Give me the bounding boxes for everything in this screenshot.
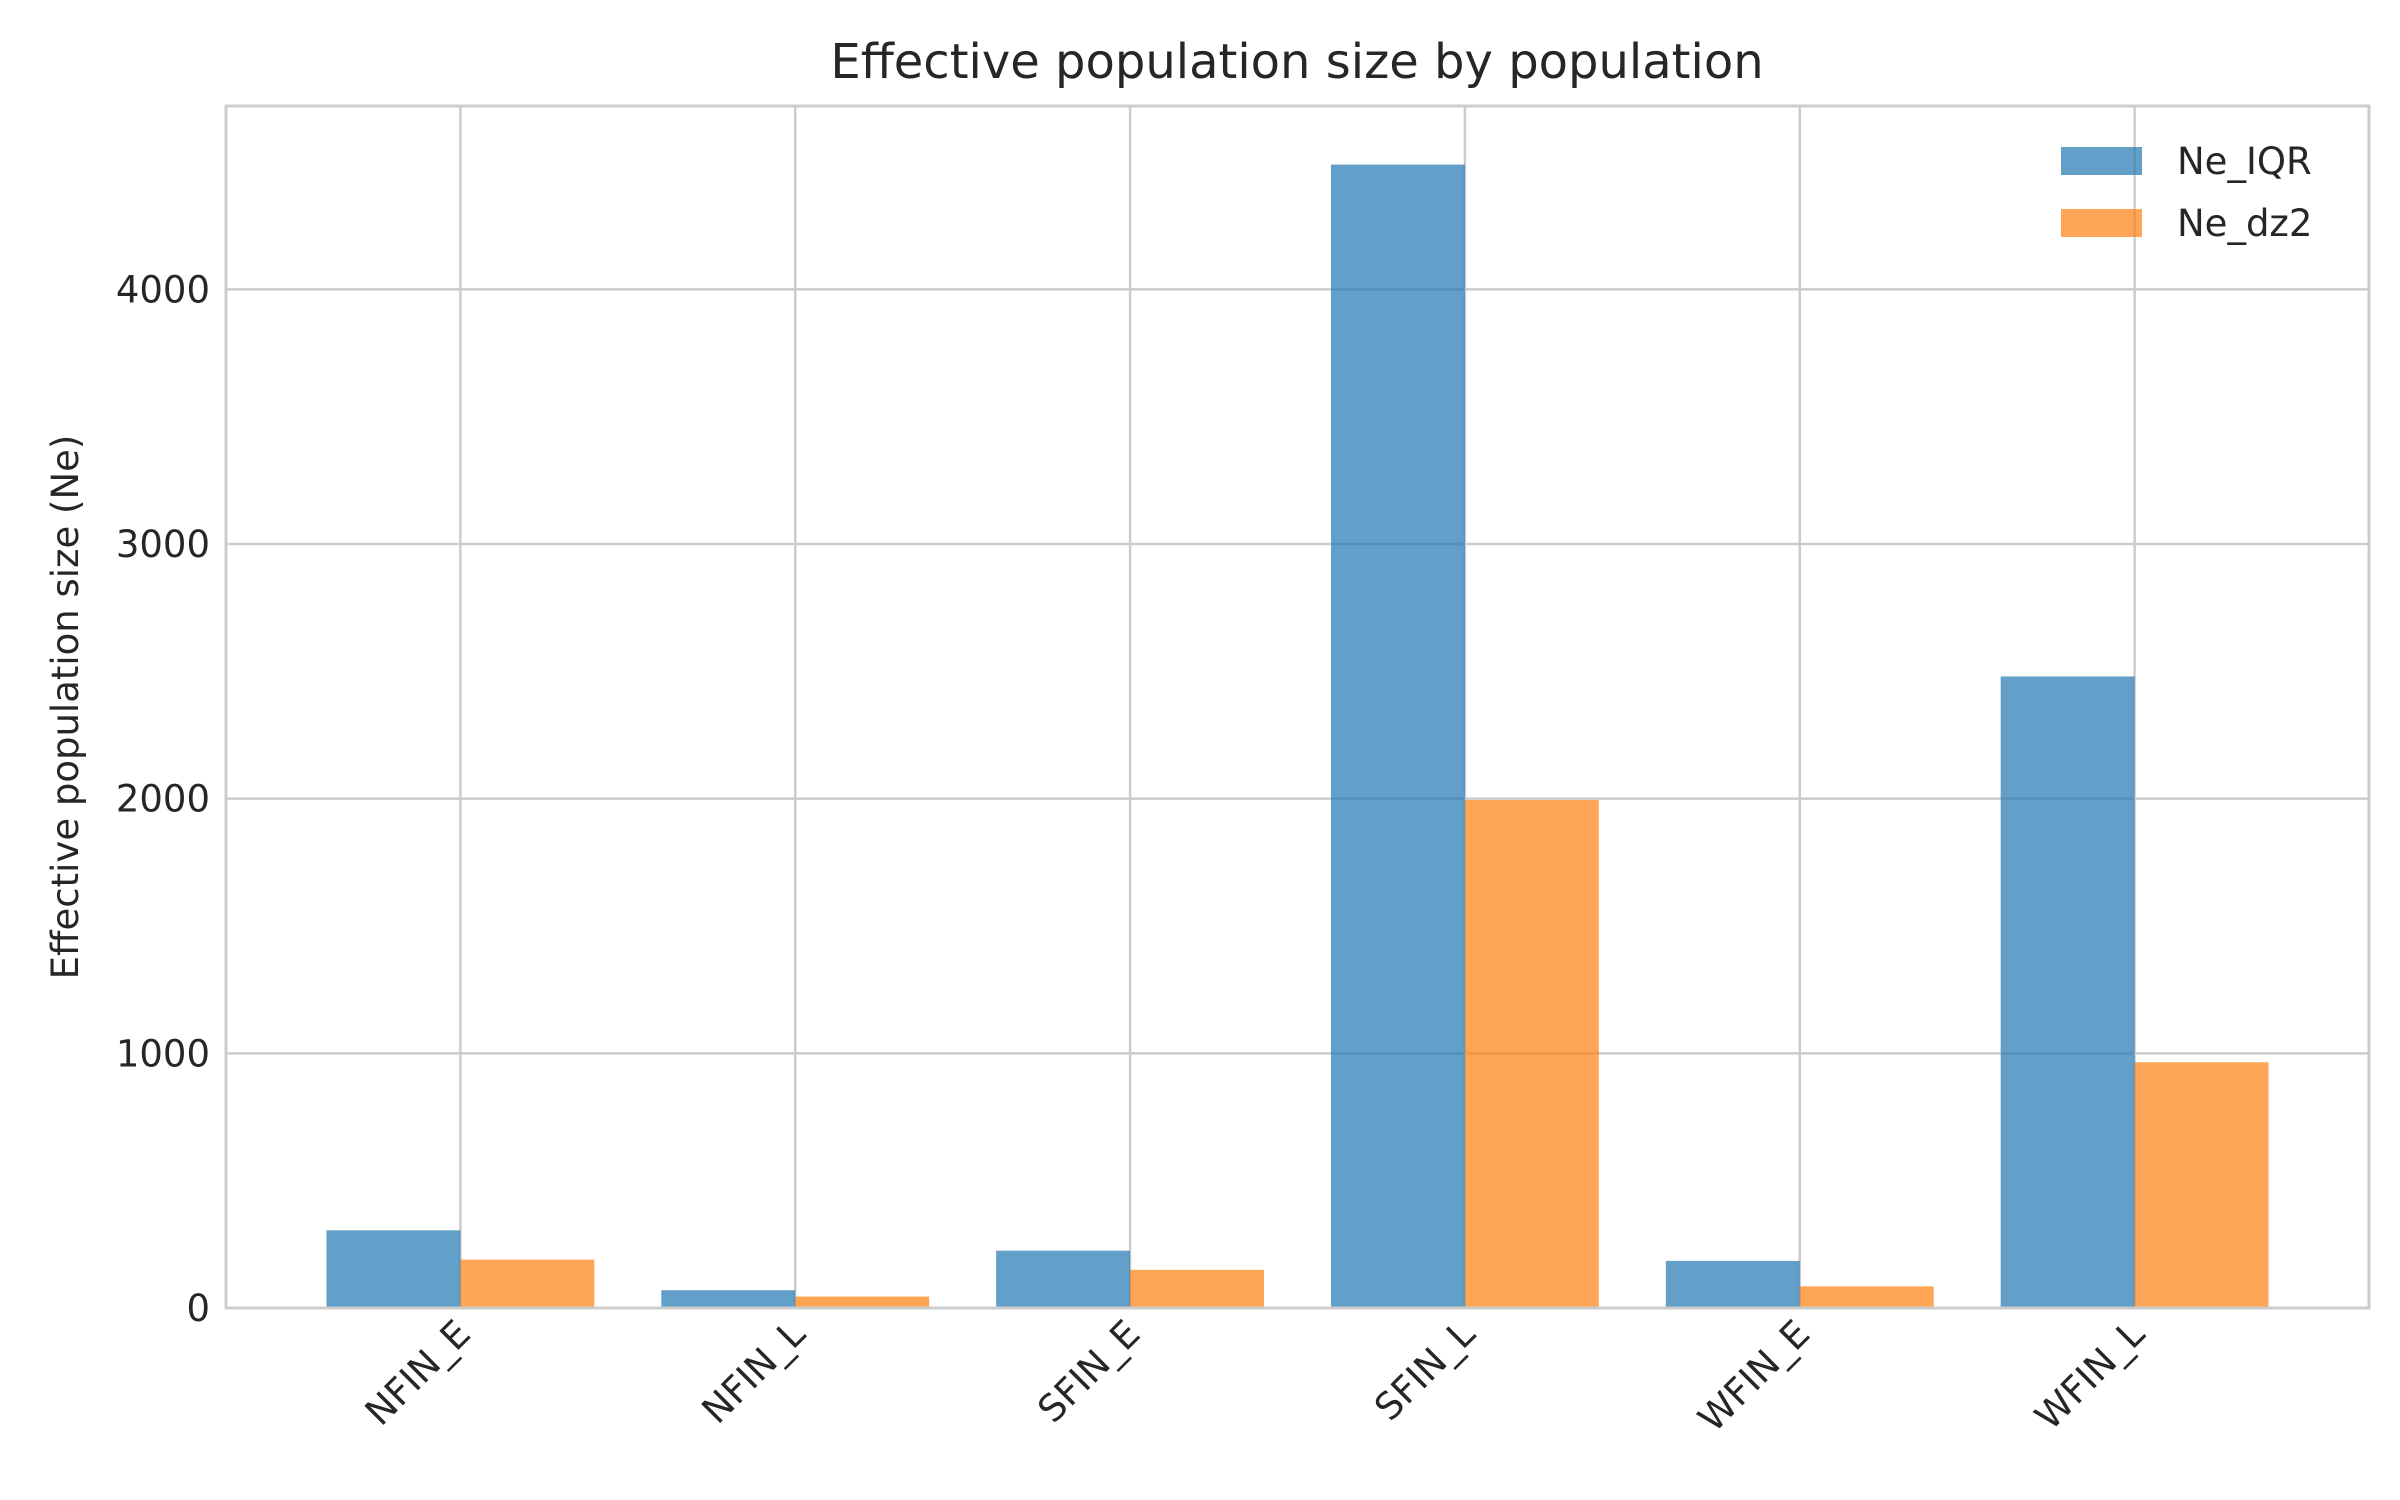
legend-swatch [2061, 147, 2142, 175]
legend-swatch [2061, 209, 2142, 237]
y-tick-label: 2000 [116, 778, 210, 821]
legend: Ne_IQR Ne_dz2 [2061, 140, 2312, 245]
bar-Ne_IQR-WFIN_E [1665, 1260, 1800, 1308]
bar-Ne_dz2-WFIN_L [2134, 1062, 2269, 1308]
legend-label: Ne_IQR [2177, 140, 2312, 183]
bar-Ne_IQR-WFIN_L [2000, 676, 2135, 1308]
bar-Ne_dz2-NFIN_E [460, 1259, 595, 1308]
y-tick-label: 0 [186, 1287, 210, 1330]
y-tick-label: 3000 [116, 523, 210, 566]
bar-Ne_IQR-NFIN_L [661, 1290, 796, 1308]
bar-marks [326, 164, 2269, 1309]
chart-title: Effective population size by population [830, 34, 1763, 90]
y-tick-label: 1000 [116, 1032, 210, 1075]
bar-Ne_dz2-SFIN_L [1464, 799, 1599, 1308]
legend-label: Ne_dz2 [2177, 202, 2312, 245]
y-tick-labels: 0 1000 2000 3000 4000 [116, 268, 210, 1330]
bar-Ne_IQR-SFIN_E [996, 1250, 1131, 1308]
bar-Ne_dz2-NFIN_L [795, 1296, 930, 1308]
bar-Ne_dz2-SFIN_E [1130, 1269, 1265, 1308]
bar-Ne_IQR-NFIN_E [326, 1230, 461, 1308]
y-axis-label: Effective population size (Ne) [44, 435, 87, 980]
bar-Ne_IQR-SFIN_L [1330, 164, 1465, 1309]
y-tick-label: 4000 [116, 268, 210, 311]
bar-Ne_dz2-WFIN_E [1799, 1286, 1934, 1308]
plot-frame [224, 104, 2371, 1310]
